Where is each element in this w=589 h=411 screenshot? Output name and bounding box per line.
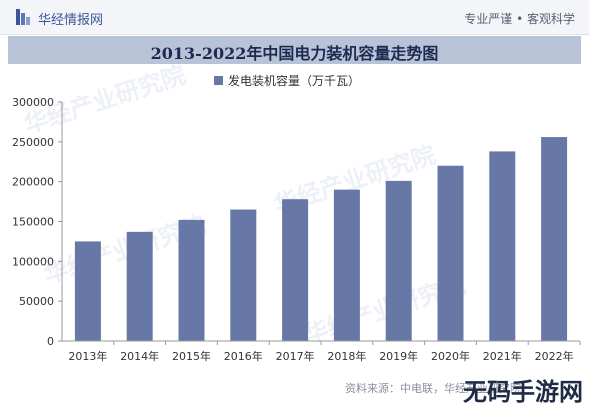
- bar-2014年: [126, 231, 153, 341]
- x-axis: 2013年 2014年 2015年 2016年 2017年 2018年 2019年 2020年…: [62, 340, 581, 363]
- x-tick-label: 2020年: [431, 349, 470, 363]
- x-tick-label: 2018年: [327, 349, 366, 363]
- x-tick-label: 2013年: [68, 349, 107, 363]
- x-tick-label: 2016年: [224, 349, 263, 363]
- x-tick-label: 2022年: [535, 349, 574, 363]
- bar-2018年: [333, 189, 360, 341]
- y-tick-label: 200000: [12, 176, 54, 189]
- x-tick-label: 2015年: [172, 349, 211, 363]
- bar-2016年: [230, 209, 257, 341]
- x-tick-label: 2014年: [120, 349, 159, 363]
- chart-title: 2013-2022年中国电力装机容量走势图: [150, 44, 439, 63]
- y-tick-label: 150000: [12, 216, 54, 229]
- legend: 发电装机容量（万千瓦）: [214, 73, 360, 88]
- x-tick-label: 2021年: [483, 349, 522, 363]
- tagline: 专业严谨 • 客观科学: [464, 12, 575, 26]
- y-tick-label: 250000: [12, 136, 54, 149]
- bar-2015年: [178, 219, 205, 341]
- bars: [74, 137, 568, 341]
- y-tick-label: 300000: [12, 96, 54, 109]
- bar-2021年: [489, 151, 516, 341]
- bar-2022年: [541, 137, 568, 341]
- bar-2020年: [437, 165, 464, 341]
- title-bar: 2013-2022年中国电力装机容量走势图: [8, 36, 581, 64]
- brand-name: 华经情报网: [38, 13, 104, 28]
- y-tick-label: 50000: [19, 295, 54, 308]
- y-tick-label: 100000: [12, 255, 54, 268]
- bar-2019年: [385, 180, 412, 341]
- corner-watermark: 无码手游网: [463, 378, 583, 406]
- legend-label: 发电装机容量（万千瓦）: [228, 73, 360, 88]
- x-tick-label: 2017年: [276, 349, 315, 363]
- source-note: 资料来源：中电联，华经产业研究院: [345, 382, 521, 395]
- x-tick-label: 2019年: [379, 349, 418, 363]
- legend-swatch: [214, 76, 223, 85]
- logo-icon: [16, 9, 30, 25]
- y-axis: 0 50000 100000 150000 200000 250000 300000: [12, 96, 63, 348]
- bar-2017年: [282, 199, 309, 341]
- bar-2013年: [74, 241, 101, 341]
- bar-chart: 发电装机容量（万千瓦） 0 50000 100000 150000 200000 2500…: [12, 73, 581, 363]
- y-tick-label: 0: [47, 335, 54, 348]
- top-bar: 华经情报网 专业严谨 • 客观科学: [0, 0, 589, 35]
